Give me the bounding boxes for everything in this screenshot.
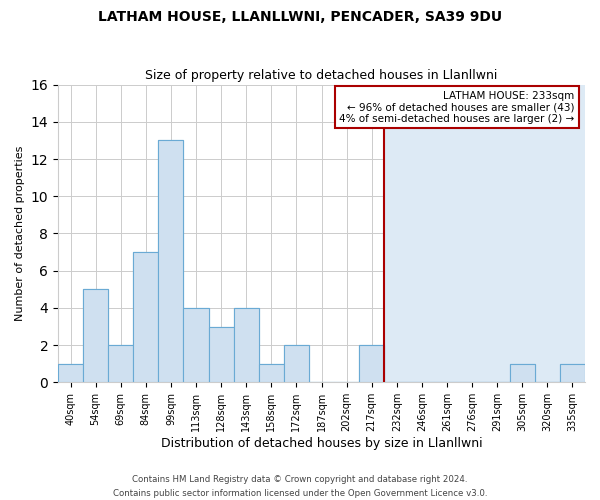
Bar [259,364,284,382]
Bar [133,252,158,382]
Bar [58,364,83,382]
Bar [510,364,535,382]
Bar [108,345,133,383]
Bar [510,364,535,382]
Bar [359,345,384,383]
Bar [158,140,184,382]
Y-axis label: Number of detached properties: Number of detached properties [15,146,25,321]
Bar [233,308,259,382]
X-axis label: Distribution of detached houses by size in Llanllwni: Distribution of detached houses by size … [161,437,482,450]
Bar [108,345,133,383]
Bar [359,345,384,383]
Bar [83,290,108,382]
Bar [184,308,209,382]
Bar [58,364,83,382]
Bar [209,326,233,382]
Text: LATHAM HOUSE, LLANLLWNI, PENCADER, SA39 9DU: LATHAM HOUSE, LLANLLWNI, PENCADER, SA39 … [98,10,502,24]
Bar [233,308,259,382]
Text: LATHAM HOUSE: 233sqm
← 96% of detached houses are smaller (43)
4% of semi-detach: LATHAM HOUSE: 233sqm ← 96% of detached h… [339,90,574,124]
Text: Contains HM Land Registry data © Crown copyright and database right 2024.
Contai: Contains HM Land Registry data © Crown c… [113,476,487,498]
Bar [384,84,585,382]
Bar [560,364,585,382]
Bar [158,140,184,382]
Bar [284,345,309,383]
Bar [133,252,158,382]
Bar [83,290,108,382]
Bar [284,345,309,383]
Title: Size of property relative to detached houses in Llanllwni: Size of property relative to detached ho… [145,69,498,82]
Bar [209,326,233,382]
Bar [184,308,209,382]
Bar [560,364,585,382]
Bar [259,364,284,382]
